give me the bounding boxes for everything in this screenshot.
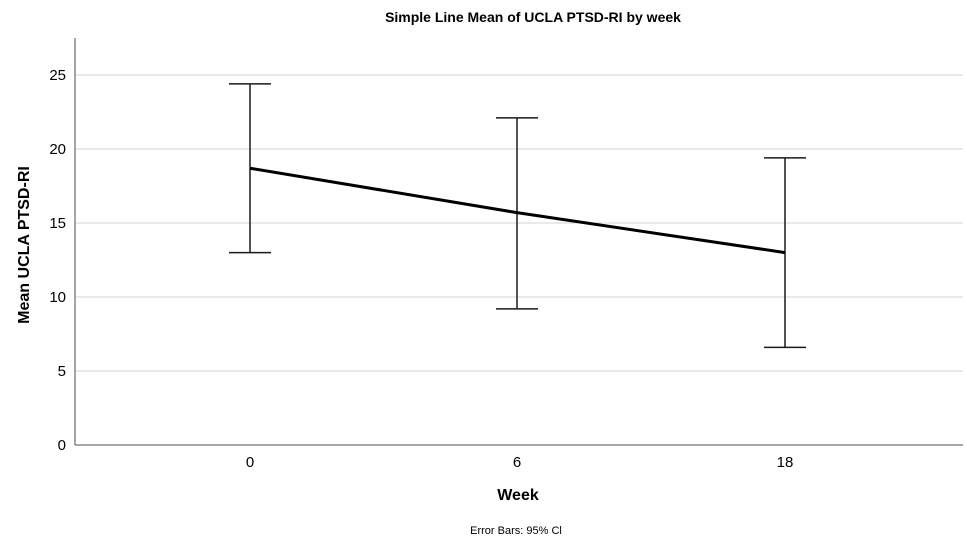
y-axis-label: Mean UCLA PTSD-RI <box>16 166 33 324</box>
y-tick-label: 10 <box>49 289 66 306</box>
y-tick-label: 5 <box>58 363 66 380</box>
x-tick-label: 6 <box>513 454 521 471</box>
error-bars <box>229 83 806 349</box>
mean-line <box>249 166 786 255</box>
x-tick-label: 0 <box>246 454 254 471</box>
y-tick-label: 25 <box>49 67 66 84</box>
gridlines <box>75 74 963 372</box>
series-line-group <box>249 166 786 255</box>
error-bars-footnote: Error Bars: 95% Cl <box>470 525 562 537</box>
y-tick-label: 15 <box>49 215 66 232</box>
x-tick-label: 18 <box>777 454 794 471</box>
y-tick-label: 0 <box>58 437 66 454</box>
chart-title: Simple Line Mean of UCLA PTSD-RI by week <box>385 9 681 25</box>
y-tick-label: 20 <box>49 141 66 158</box>
x-axis-label: Week <box>497 487 539 504</box>
x-tick-labels: 0 6 18 <box>246 454 794 471</box>
y-tick-labels: 0 5 10 15 20 25 <box>49 67 66 454</box>
axes <box>74 38 963 446</box>
